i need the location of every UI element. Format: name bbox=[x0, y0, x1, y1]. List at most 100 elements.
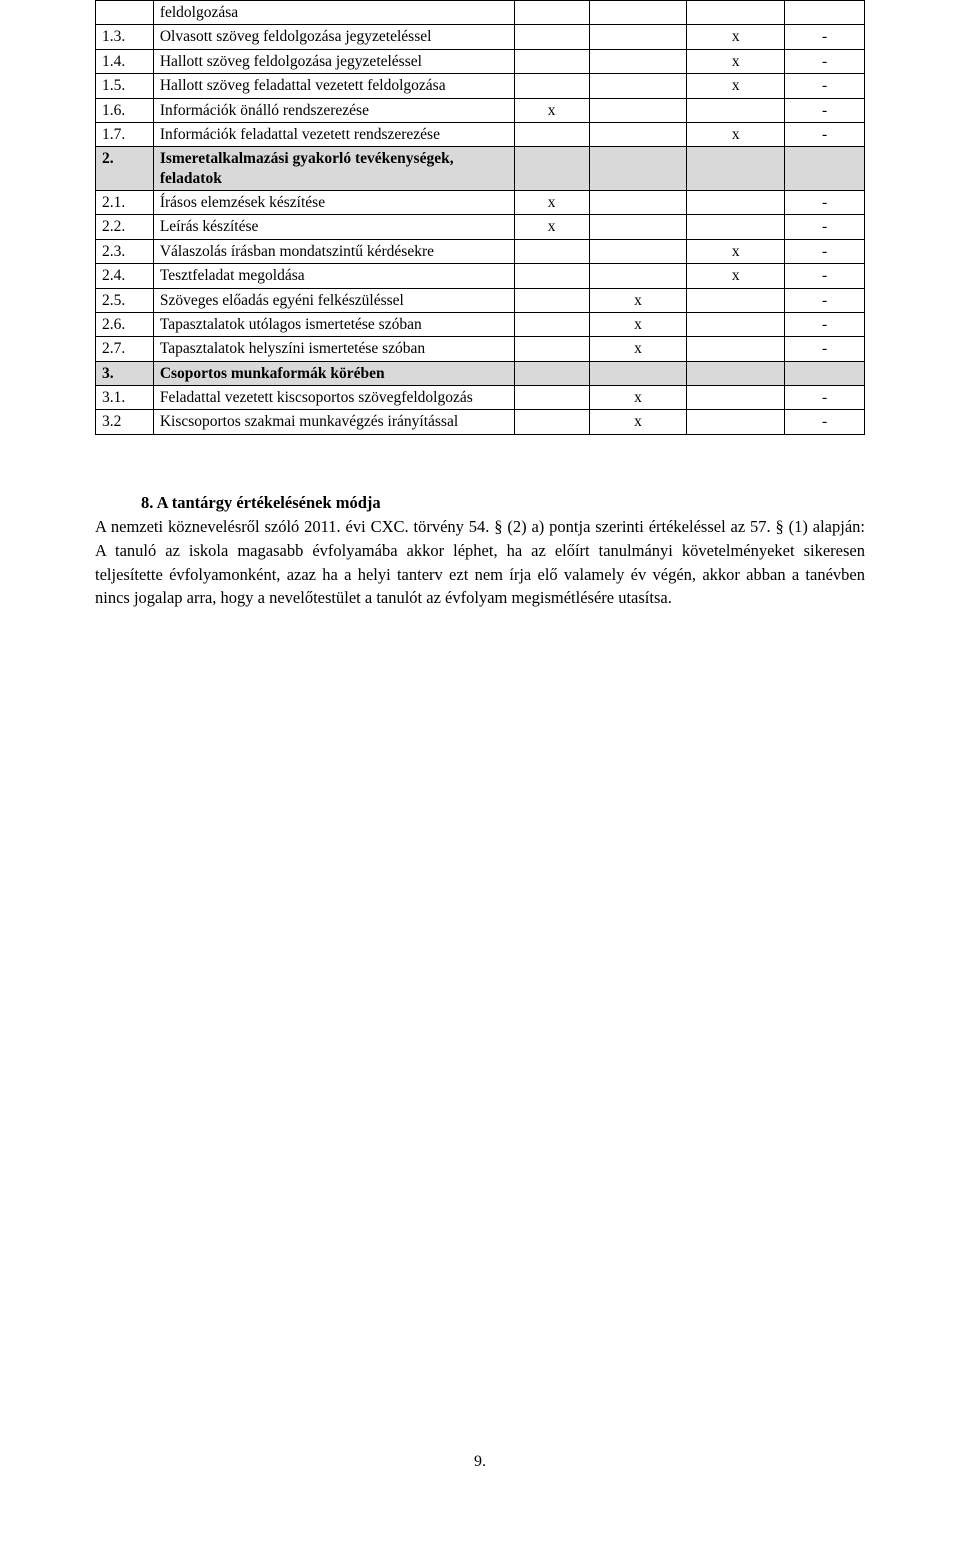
row-col-2 bbox=[589, 239, 687, 263]
row-col-3: x bbox=[687, 122, 785, 146]
row-description: Hallott szöveg feladattal vezetett feldo… bbox=[153, 74, 514, 98]
page-number: 9. bbox=[0, 1453, 960, 1471]
table-row: 1.3.Olvasott szöveg feldolgozása jegyzet… bbox=[96, 25, 865, 49]
row-col-3 bbox=[687, 386, 785, 410]
row-col-4: - bbox=[785, 264, 865, 288]
row-col-2: x bbox=[589, 386, 687, 410]
row-col-2: x bbox=[589, 337, 687, 361]
row-description: feldolgozása bbox=[153, 1, 514, 25]
row-col-4: - bbox=[785, 288, 865, 312]
row-col-4: - bbox=[785, 122, 865, 146]
row-col-4: - bbox=[785, 239, 865, 263]
row-col-2 bbox=[589, 191, 687, 215]
table-row: 2.4.Tesztfeladat megoldásax- bbox=[96, 264, 865, 288]
row-description: Információk feladattal vezetett rendszer… bbox=[153, 122, 514, 146]
row-description: Tapasztalatok utólagos ismertetése szóba… bbox=[153, 312, 514, 336]
row-number: 3. bbox=[96, 361, 154, 385]
row-description: Válaszolás írásban mondatszintű kérdések… bbox=[153, 239, 514, 263]
table-row: 1.6.Információk önálló rendszerezésex- bbox=[96, 98, 865, 122]
row-description: Hallott szöveg feldolgozása jegyzeteléss… bbox=[153, 49, 514, 73]
row-col-1 bbox=[514, 386, 589, 410]
row-number: 2. bbox=[96, 147, 154, 191]
row-col-4: - bbox=[785, 337, 865, 361]
row-col-4 bbox=[785, 147, 865, 191]
table-row: 2.2.Leírás készítésex - bbox=[96, 215, 865, 239]
table-row: 3.Csoportos munkaformák körében bbox=[96, 361, 865, 385]
row-col-1 bbox=[514, 312, 589, 336]
row-col-1: x bbox=[514, 215, 589, 239]
row-col-1 bbox=[514, 337, 589, 361]
row-col-3: x bbox=[687, 239, 785, 263]
row-col-2 bbox=[589, 147, 687, 191]
row-col-4: - bbox=[785, 98, 865, 122]
row-number: 1.7. bbox=[96, 122, 154, 146]
table-row: 2.5.Szöveges előadás egyéni felkészüléss… bbox=[96, 288, 865, 312]
section-8-paragraph: A nemzeti köznevelésről szóló 2011. évi … bbox=[95, 515, 865, 611]
row-col-2 bbox=[589, 49, 687, 73]
row-col-1 bbox=[514, 49, 589, 73]
row-col-3 bbox=[687, 1, 785, 25]
row-col-4: - bbox=[785, 386, 865, 410]
row-col-3 bbox=[687, 410, 785, 434]
row-col-4: - bbox=[785, 410, 865, 434]
row-col-3 bbox=[687, 337, 785, 361]
activities-table: feldolgozása1.3.Olvasott szöveg feldolgo… bbox=[95, 0, 865, 435]
table-row: 2.3.Válaszolás írásban mondatszintű kérd… bbox=[96, 239, 865, 263]
row-number: 2.4. bbox=[96, 264, 154, 288]
row-description: Csoportos munkaformák körében bbox=[153, 361, 514, 385]
table-row: 2.6.Tapasztalatok utólagos ismertetése s… bbox=[96, 312, 865, 336]
row-number: 1.6. bbox=[96, 98, 154, 122]
row-number: 2.1. bbox=[96, 191, 154, 215]
row-col-3 bbox=[687, 215, 785, 239]
row-col-4: - bbox=[785, 215, 865, 239]
page: feldolgozása1.3.Olvasott szöveg feldolgo… bbox=[0, 0, 960, 1543]
row-col-3 bbox=[687, 191, 785, 215]
row-col-2 bbox=[589, 122, 687, 146]
row-col-3: x bbox=[687, 49, 785, 73]
table-row: 1.5.Hallott szöveg feladattal vezetett f… bbox=[96, 74, 865, 98]
table-row: 2.7.Tapasztalatok helyszíni ismertetése … bbox=[96, 337, 865, 361]
row-col-2: x bbox=[589, 410, 687, 434]
row-number: 2.6. bbox=[96, 312, 154, 336]
row-col-3 bbox=[687, 312, 785, 336]
row-col-4: - bbox=[785, 312, 865, 336]
row-col-3: x bbox=[687, 25, 785, 49]
row-col-3: x bbox=[687, 264, 785, 288]
table-row: 2.1.Írásos elemzések készítésex- bbox=[96, 191, 865, 215]
row-number: 2.3. bbox=[96, 239, 154, 263]
table-row: feldolgozása bbox=[96, 1, 865, 25]
row-number: 3.2 bbox=[96, 410, 154, 434]
row-col-2 bbox=[589, 215, 687, 239]
row-description: Tapasztalatok helyszíni ismertetése szób… bbox=[153, 337, 514, 361]
row-description: Írásos elemzések készítése bbox=[153, 191, 514, 215]
row-col-3 bbox=[687, 361, 785, 385]
row-col-2 bbox=[589, 264, 687, 288]
table-row: 1.4.Hallott szöveg feldolgozása jegyzete… bbox=[96, 49, 865, 73]
row-col-1 bbox=[514, 25, 589, 49]
table-row: 1.7.Információk feladattal vezetett rend… bbox=[96, 122, 865, 146]
row-col-2: x bbox=[589, 288, 687, 312]
row-col-3 bbox=[687, 98, 785, 122]
row-number: 1.4. bbox=[96, 49, 154, 73]
row-col-4 bbox=[785, 361, 865, 385]
row-col-2 bbox=[589, 74, 687, 98]
row-col-2 bbox=[589, 25, 687, 49]
row-col-3: x bbox=[687, 74, 785, 98]
row-col-4: - bbox=[785, 25, 865, 49]
row-col-2 bbox=[589, 98, 687, 122]
row-col-2 bbox=[589, 1, 687, 25]
row-number: 2.2. bbox=[96, 215, 154, 239]
table-row: 3.1.Feladattal vezetett kiscsoportos szö… bbox=[96, 386, 865, 410]
table-row: 3.2Kiscsoportos szakmai munkavégzés irán… bbox=[96, 410, 865, 434]
row-description: Információk önálló rendszerezése bbox=[153, 98, 514, 122]
row-col-1 bbox=[514, 288, 589, 312]
row-col-1 bbox=[514, 1, 589, 25]
row-col-4 bbox=[785, 1, 865, 25]
row-number: 1.5. bbox=[96, 74, 154, 98]
row-col-4: - bbox=[785, 49, 865, 73]
row-description: Feladattal vezetett kiscsoportos szövegf… bbox=[153, 386, 514, 410]
row-col-3 bbox=[687, 147, 785, 191]
row-description: Leírás készítése bbox=[153, 215, 514, 239]
row-col-2: x bbox=[589, 312, 687, 336]
row-col-1: x bbox=[514, 191, 589, 215]
